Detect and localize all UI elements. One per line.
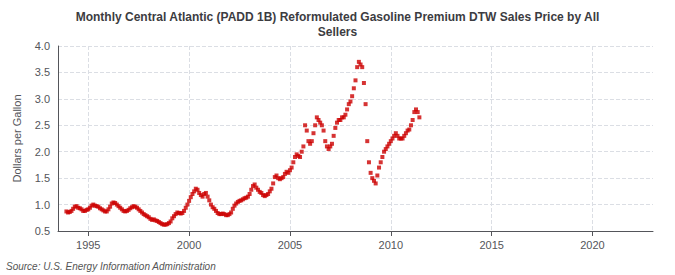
svg-text:3.0: 3.0 [35,93,50,105]
svg-text:4.0: 4.0 [35,40,50,52]
svg-text:3.5: 3.5 [35,66,50,78]
svg-text:1.0: 1.0 [35,199,50,211]
svg-text:2005: 2005 [278,239,302,251]
svg-text:Sellers: Sellers [318,25,358,39]
svg-text:Monthly Central Atlantic (PADD: Monthly Central Atlantic (PADD 1B) Refor… [76,10,600,24]
svg-text:Source: U.S. Energy Informatio: Source: U.S. Energy Information Administ… [6,261,216,272]
svg-text:Dollars per Gallon: Dollars per Gallon [11,94,23,182]
svg-text:1995: 1995 [76,239,100,251]
svg-text:0.5: 0.5 [35,225,50,237]
svg-text:2015: 2015 [479,239,503,251]
svg-text:2020: 2020 [580,239,604,251]
svg-text:1.5: 1.5 [35,172,50,184]
svg-text:2.5: 2.5 [35,119,50,131]
svg-text:2.0: 2.0 [35,146,50,158]
svg-text:2010: 2010 [379,239,403,251]
svg-text:2000: 2000 [177,239,201,251]
